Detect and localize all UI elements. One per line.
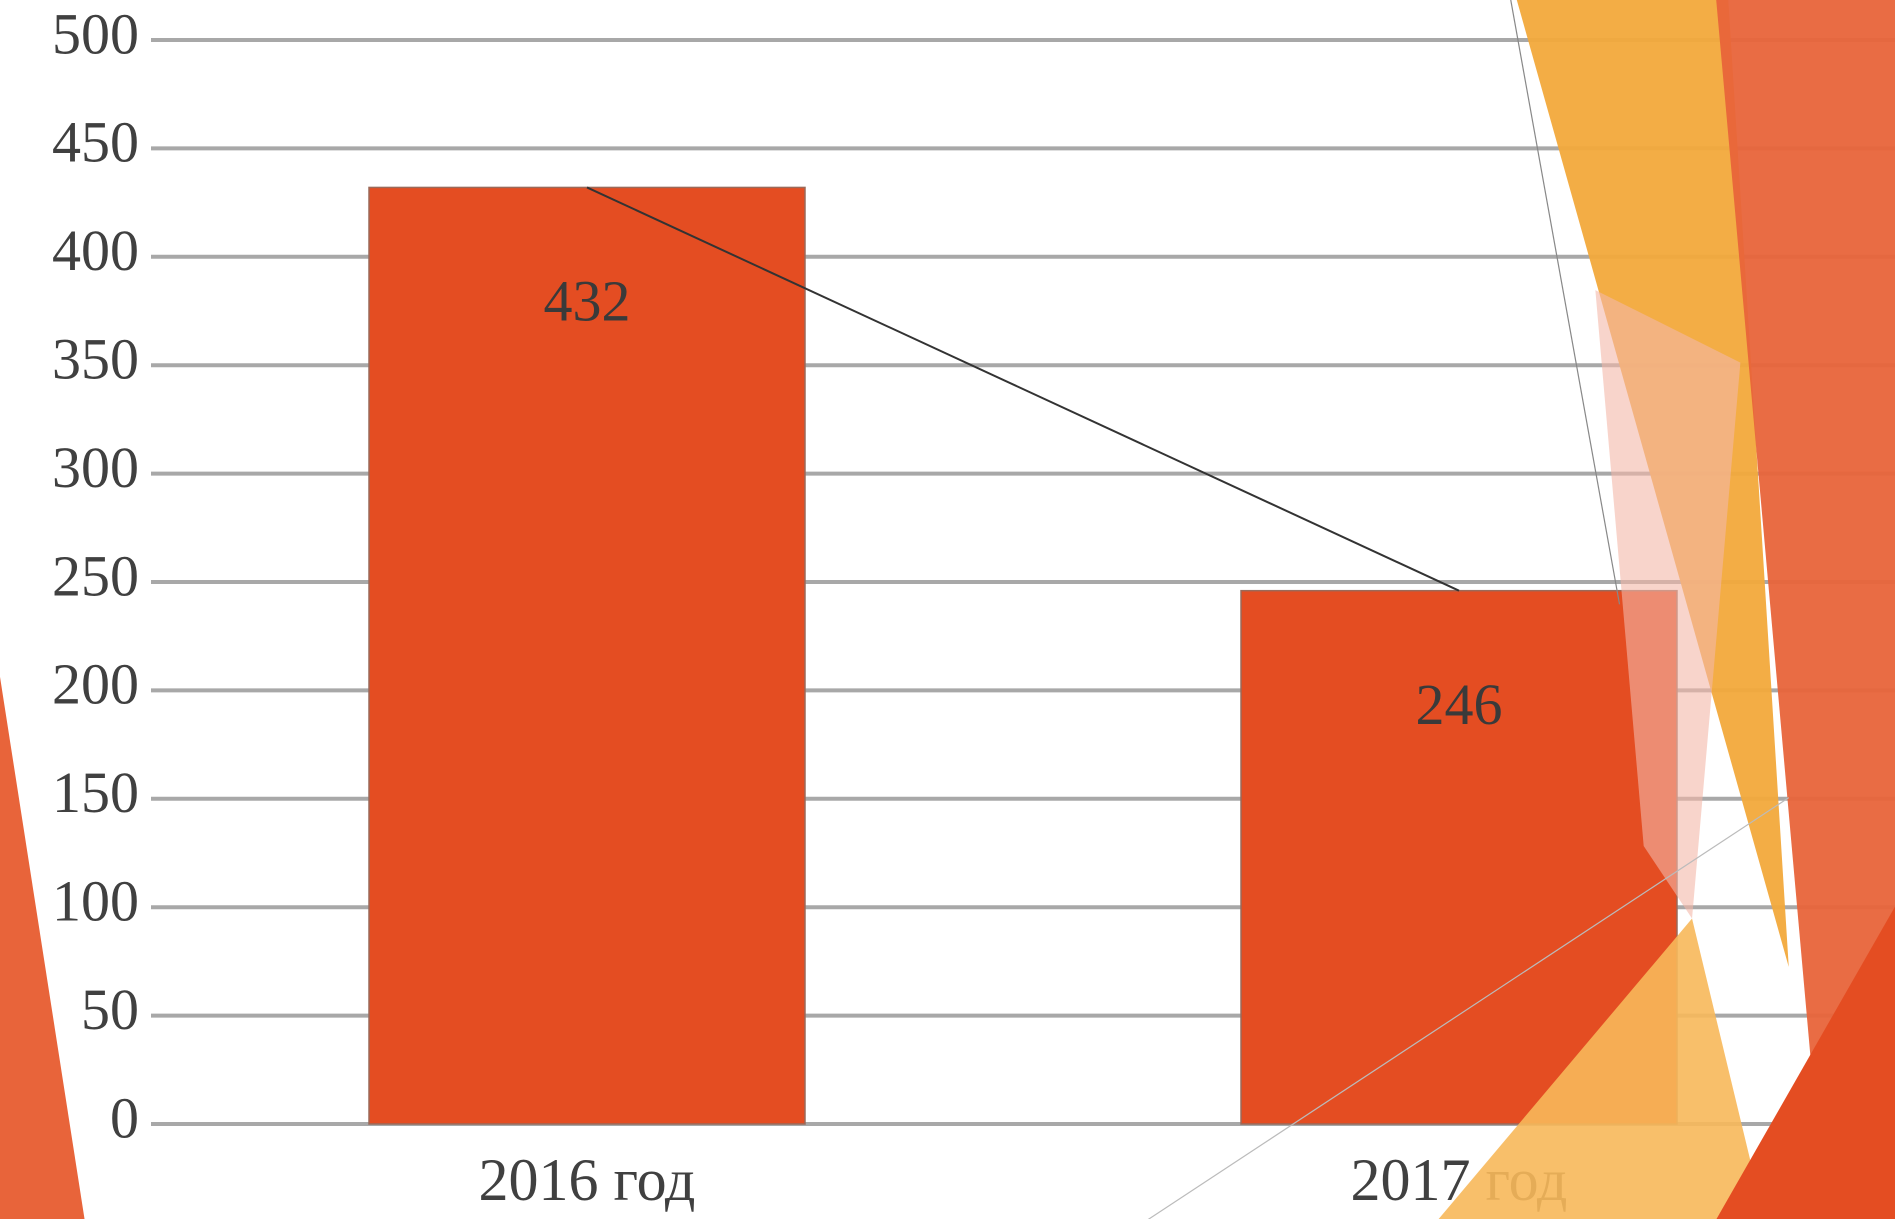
data-label: 432 — [544, 269, 631, 334]
connector-line — [586, 186, 1460, 592]
bar — [368, 186, 806, 1125]
y-tick-label: 50 — [81, 977, 139, 1042]
y-tick-label: 400 — [52, 218, 139, 283]
y-tick-label: 450 — [52, 110, 139, 175]
y-tick-label: 150 — [52, 760, 139, 825]
y-tick-label: 500 — [52, 1, 139, 66]
x-tick-label: 2016 год — [479, 1147, 696, 1213]
y-tick-label: 250 — [52, 543, 139, 608]
y-tick-label: 100 — [52, 869, 139, 934]
y-tick-label: 350 — [52, 327, 139, 392]
data-label: 246 — [1416, 672, 1503, 737]
x-tick-label: 2017 год — [1351, 1147, 1568, 1213]
y-tick-label: 200 — [52, 652, 139, 717]
y-tick-label: 0 — [110, 1085, 139, 1150]
bar — [1240, 589, 1678, 1125]
y-tick-label: 300 — [52, 435, 139, 500]
